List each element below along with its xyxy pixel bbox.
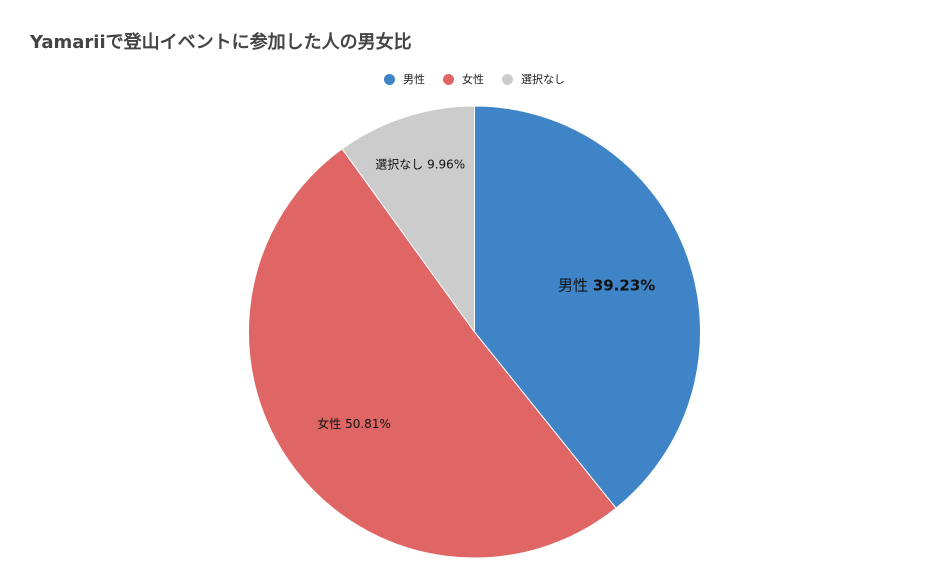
pie-slice-female[interactable] (248, 148, 617, 559)
data-label-male: 男性 39.23% (558, 276, 655, 294)
pie-slice-male[interactable] (474, 105, 701, 509)
legend-swatch-none (502, 73, 513, 85)
chart-title: Yamariiで登山イベントに参加した人の男女比 (30, 32, 412, 53)
legend-label-male: 男性 (403, 73, 425, 86)
data-label-female: 女性 50.81% (317, 415, 391, 430)
data-label-male-category: 男性 (558, 276, 593, 294)
pie-slice-none[interactable] (341, 105, 475, 334)
legend-label-none: 選択なし (521, 73, 565, 86)
data-label-none: 選択なし 9.96% (375, 157, 465, 171)
data-label-female-value: 50.81% (345, 416, 391, 430)
legend-item-male[interactable]: 男性 (384, 71, 425, 87)
legend-swatch-male (384, 73, 395, 85)
data-label-none-category: 選択なし (375, 157, 427, 171)
chart-legend: 男性 女性 選択なし (0, 71, 949, 87)
data-label-male-value: 39.23% (593, 276, 655, 294)
legend-label-female: 女性 (462, 73, 484, 86)
legend-item-female[interactable]: 女性 (443, 71, 484, 87)
data-label-none-value: 9.96% (427, 157, 465, 171)
data-label-female-category: 女性 (317, 415, 345, 430)
legend-swatch-female (443, 73, 454, 85)
legend-item-none[interactable]: 選択なし (502, 71, 565, 87)
